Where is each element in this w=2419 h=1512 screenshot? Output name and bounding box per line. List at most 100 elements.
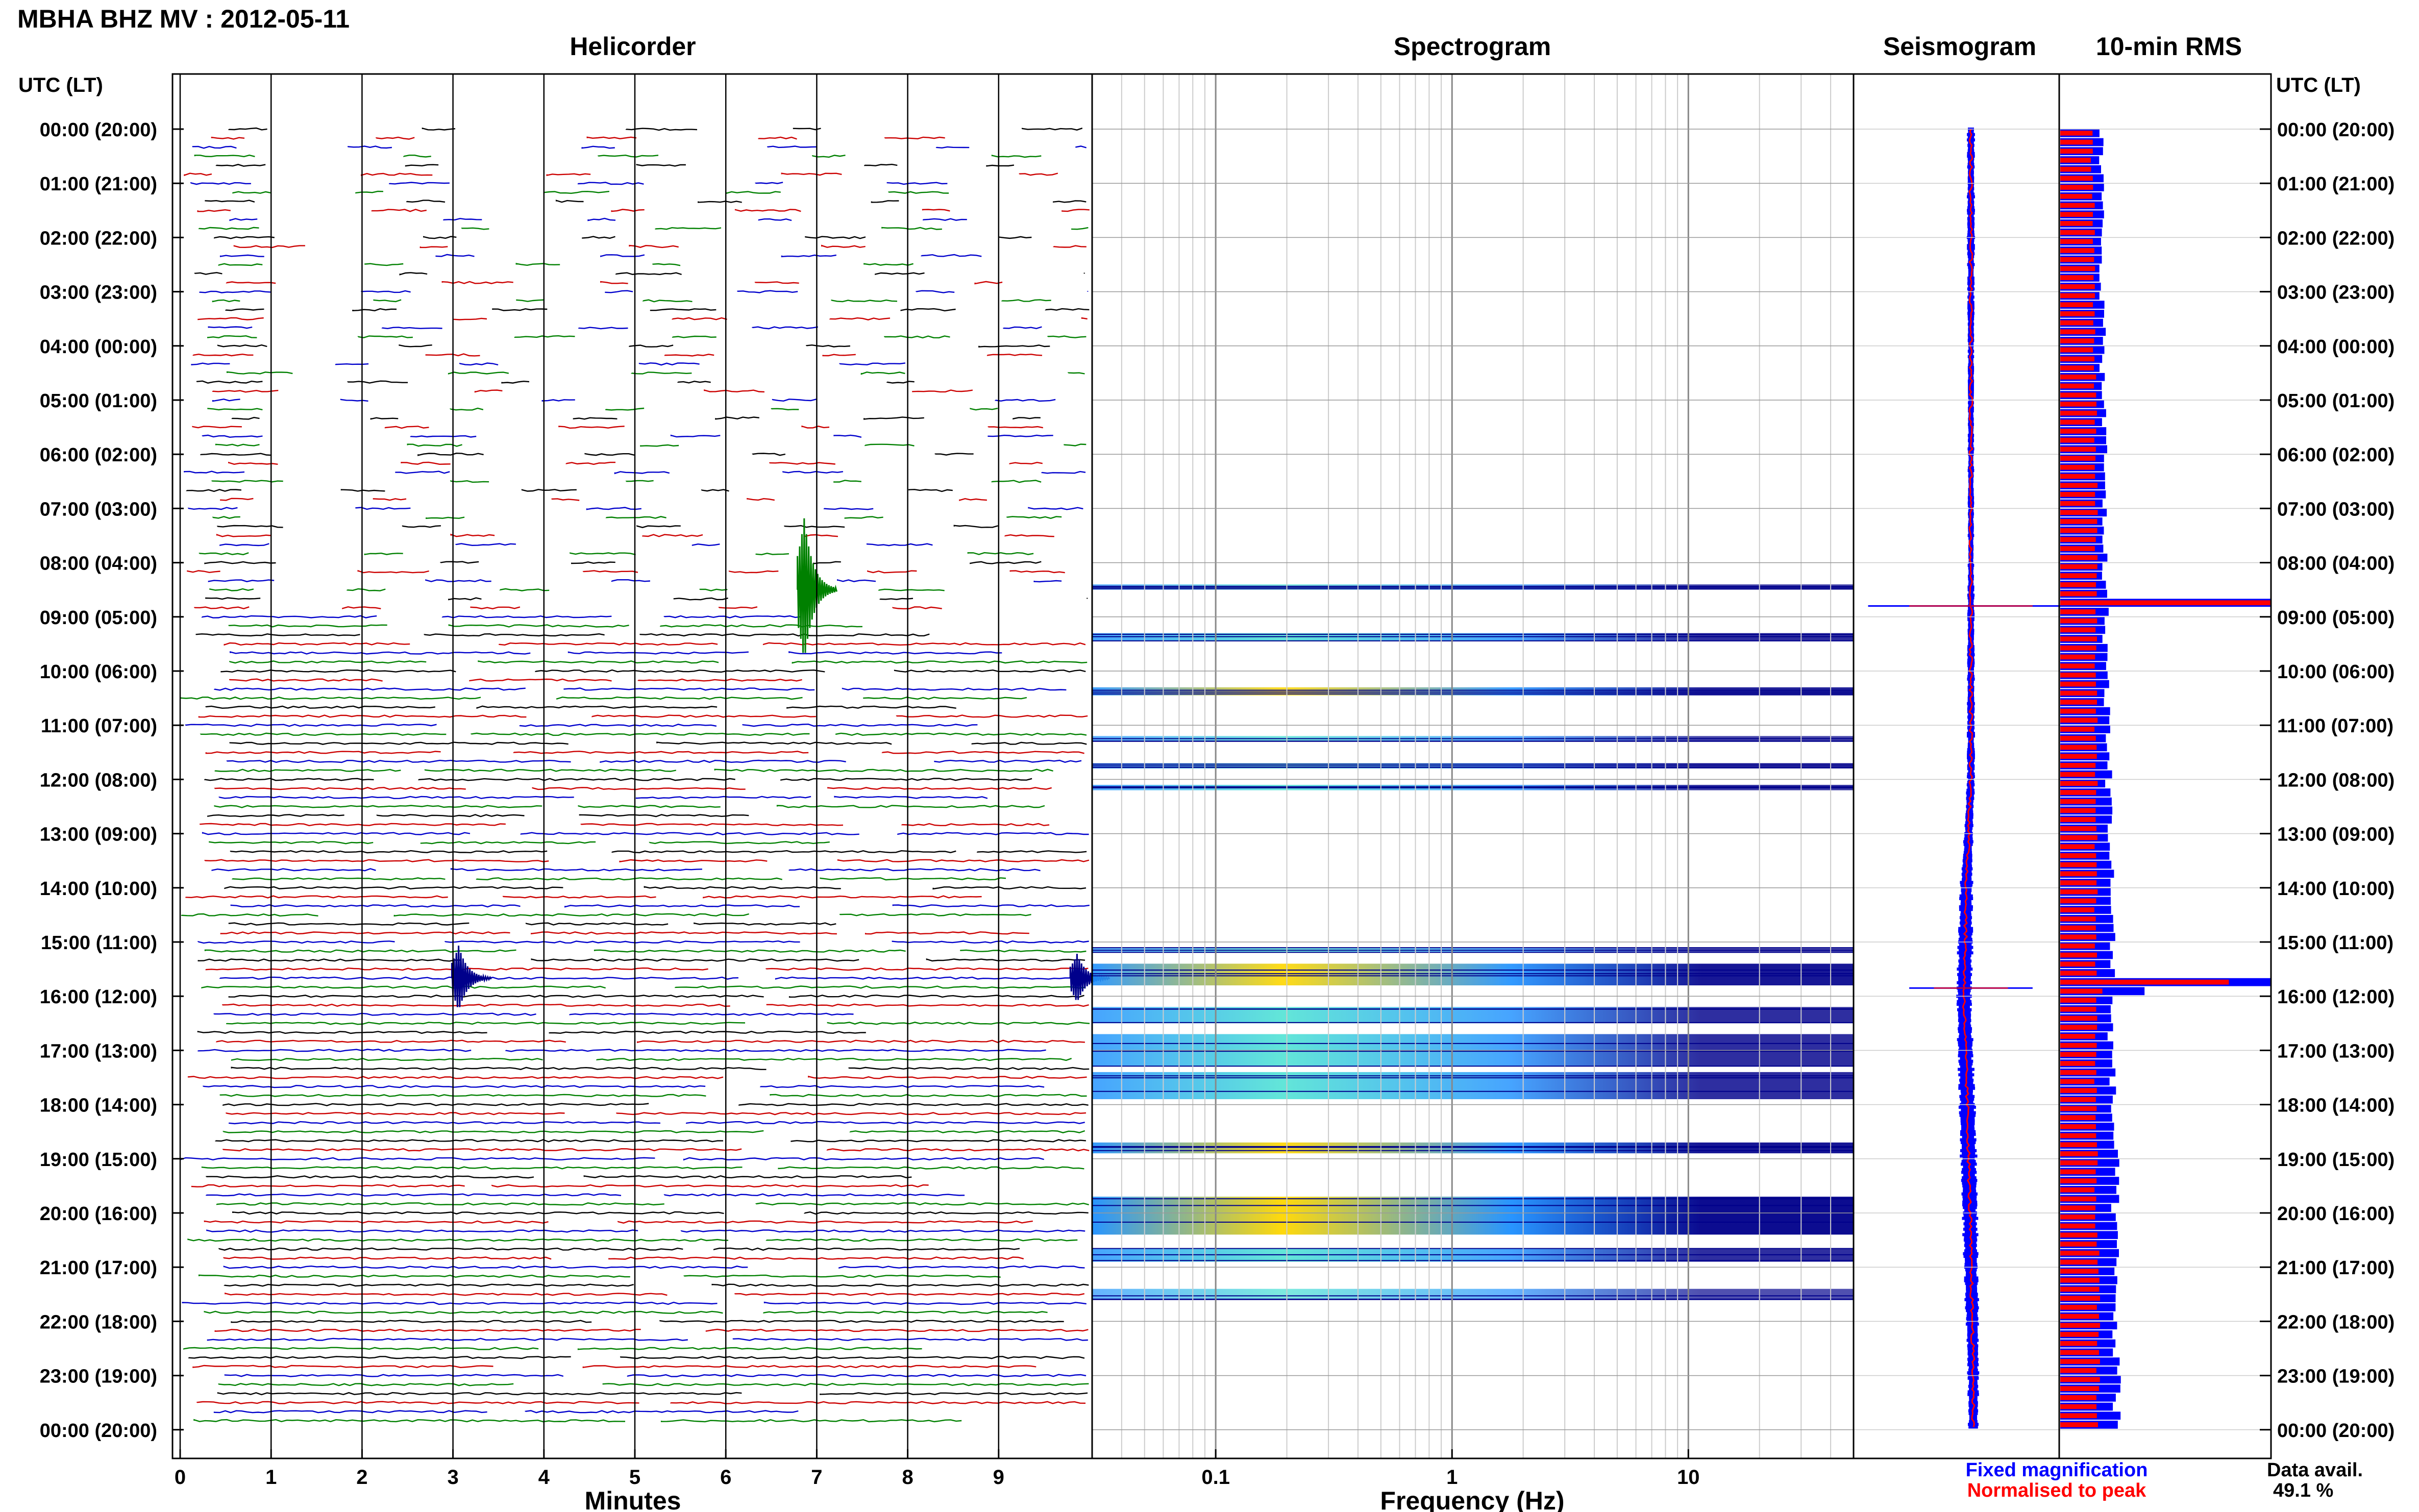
helicorder-event [451,946,492,1007]
time-label-right: 00:00 (20:00) [2277,119,2395,141]
rms-bar-normalised [2060,1332,2099,1337]
time-label-left: 20:00 (16:00) [40,1203,157,1225]
helicorder-row-trace [228,461,1043,465]
helicorder-row-trace [181,913,1031,917]
helicorder-row-trace [207,814,749,817]
spectrogram-band [1092,1288,1854,1300]
helicorder-row-trace [192,353,1043,357]
rms-bar-normalised [2060,564,2097,569]
rms-bar-normalised [2060,365,2094,370]
helicorder-row-trace [200,452,974,456]
rms-bar-normalised [2060,591,2097,597]
helicorder-row-trace [184,470,1086,475]
helicorder-row-trace [229,678,802,682]
helicorder-row-trace [212,389,973,393]
helicorder-row-trace [209,588,945,591]
helicorder-row-trace [212,299,1051,303]
helicorder-row-trace [232,190,949,194]
rms-bar-normalised [2060,862,2097,867]
rms-bar-normalised [2060,410,2097,416]
rms-bar-normalised [2060,1413,2097,1419]
rms-bar-normalised [2060,1277,2100,1283]
rms-bar-normalised [2060,745,2097,750]
helicorder-row-trace [225,308,1090,312]
time-label-right: 22:00 (18:00) [2277,1311,2395,1333]
helicorder-row-trace [192,425,1044,429]
helicorder-row-trace [201,615,801,618]
helicorder-row-trace [198,317,1088,320]
helicorder-row-trace [226,281,1003,285]
rms-bar-normalised [2060,1097,2096,1102]
helicorder-row-trace [214,1328,1089,1332]
rms-bar-normalised [2060,1286,2100,1292]
time-label-left: 00:00 (20:00) [40,1420,157,1442]
time-label-left: 22:00 (18:00) [40,1311,157,1333]
helicorder-row-trace [224,886,1087,890]
time-label-right: 13:00 (09:00) [2277,824,2395,846]
helicorder-row-trace [225,1292,1085,1296]
rms-bar-normalised [2060,239,2093,244]
helicorder-row-trace [216,533,1054,537]
rms-bar-normalised [2060,166,2091,172]
helicorder-row-trace [211,868,1041,872]
rms-bar-normalised [2060,1377,2100,1382]
rms-bar-normalised [2060,1106,2097,1111]
rms-bar-normalised [2060,510,2098,515]
helicorder-title: Helicorder [570,32,696,61]
rms-bar-normalised [2060,717,2098,723]
helicorder-row-trace [204,1220,1033,1224]
helicorder-row-trace [217,525,998,528]
time-label-right: 17:00 (13:00) [2277,1040,2395,1062]
helicorder-row-trace [198,1274,1001,1278]
rms-bar-normalised [2060,998,2096,1003]
seismogram-fixed-trace [1956,128,1980,1429]
helicorder-row-trace [228,127,1083,131]
time-label-right: 21:00 (17:00) [2277,1257,2395,1279]
helicorder-xlabel: Minutes [585,1486,681,1512]
helicorder-row-trace [185,723,978,727]
spectrogram-band [1092,1142,1854,1154]
helicorder-row-trace [196,380,915,384]
helicorder-row-trace [228,994,1084,998]
helicorder-traces [180,127,1110,1423]
helicorder-row-trace [205,967,1089,971]
rms-bar-normalised [2060,944,2095,949]
rms-bar-normalised [2060,546,2095,551]
helicorder-row-trace [205,751,1084,754]
rms-bar-normalised [2060,853,2096,858]
rms-bar-normalised [2060,1079,2094,1084]
rms-bar-normalised [2060,1250,2100,1256]
rms-bar-normalised [2060,1259,2098,1265]
helicorder-row-trace [201,1166,1084,1170]
helicorder-row-trace [204,859,1090,863]
spectrogram-band [1092,687,1854,696]
helicorder-row-trace [230,651,1002,655]
gridlines [179,74,2271,1458]
time-label-right: 10:00 (06:00) [2277,661,2395,683]
time-label-right: 16:00 (12:00) [2277,986,2395,1008]
rms-bar-normalised [2060,293,2095,299]
time-label-right: 20:00 (16:00) [2277,1203,2395,1225]
rms-bar-normalised [2060,1350,2099,1355]
helicorder-row-trace [218,796,988,800]
rms-bar-normalised [2060,456,2095,461]
helicorder-row-trace [232,1211,1089,1215]
seismogram-title: Seismogram [1883,32,2036,61]
spectrogram-title: Spectrogram [1394,32,1551,61]
minute-tick-label: 9 [993,1466,1004,1489]
helicorder-row-trace [207,1337,1088,1342]
helicorder-row-trace [196,1401,1086,1404]
helicorder-row-trace [219,976,1087,980]
frequency-tick-label: 1 [1446,1466,1458,1489]
rms-bar-normalised [2060,727,2095,732]
rms-bar-normalised [2060,185,2093,190]
time-label-left: 10:00 (06:00) [40,661,157,683]
helicorder-row-trace [201,985,1085,989]
helicorder-row-trace [214,769,1053,772]
helicorder-row-trace [198,227,1089,230]
helicorder-row-trace [207,335,1087,339]
utc-label-left: UTC (LT) [18,74,103,96]
rms-bar-normalised [2060,212,2093,217]
helicorder-row-trace [198,958,1085,962]
helicorder-row-trace [200,732,1087,736]
